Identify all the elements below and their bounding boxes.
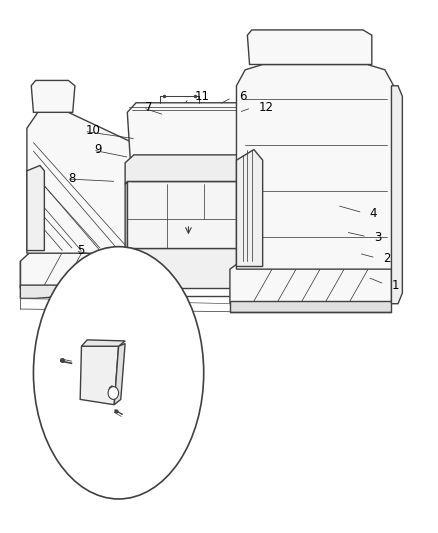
Text: 7: 7	[145, 101, 152, 114]
Polygon shape	[127, 181, 241, 248]
Polygon shape	[125, 248, 243, 288]
Text: 11: 11	[195, 90, 210, 103]
Text: 2: 2	[383, 252, 390, 265]
Polygon shape	[20, 285, 138, 298]
Polygon shape	[114, 344, 125, 405]
Polygon shape	[31, 80, 75, 112]
Polygon shape	[27, 165, 44, 251]
Text: 5: 5	[77, 244, 85, 257]
Text: 9: 9	[95, 143, 102, 156]
Text: 1: 1	[392, 279, 399, 292]
Text: 10: 10	[86, 124, 101, 138]
Text: 15: 15	[153, 390, 168, 403]
Text: 13: 13	[44, 374, 59, 387]
Polygon shape	[237, 150, 263, 266]
Polygon shape	[81, 340, 125, 346]
Polygon shape	[20, 251, 141, 288]
Text: 6: 6	[239, 90, 246, 103]
Polygon shape	[230, 301, 392, 312]
Text: 3: 3	[374, 231, 381, 244]
Polygon shape	[27, 110, 145, 253]
Text: 4: 4	[370, 207, 377, 220]
Text: 8: 8	[68, 172, 76, 185]
Polygon shape	[125, 181, 127, 251]
Polygon shape	[127, 103, 245, 181]
Circle shape	[108, 386, 119, 399]
Polygon shape	[247, 30, 372, 64]
Polygon shape	[230, 261, 392, 304]
Polygon shape	[125, 155, 243, 184]
Polygon shape	[237, 64, 394, 269]
Polygon shape	[80, 346, 119, 405]
Ellipse shape	[33, 247, 204, 499]
Polygon shape	[392, 86, 403, 304]
Text: 12: 12	[258, 101, 273, 114]
Text: 14: 14	[119, 409, 134, 422]
